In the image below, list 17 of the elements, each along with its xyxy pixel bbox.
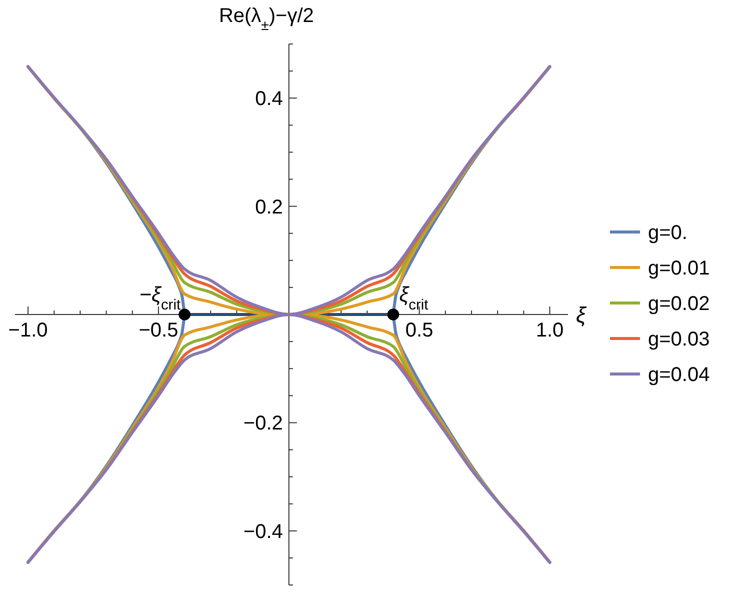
x-tick-label: 1.0 xyxy=(536,320,564,342)
legend-label: g=0.01 xyxy=(648,258,710,280)
x-tick-label: −1.0 xyxy=(8,320,48,342)
annotation: −ξ$_{crit}$ xyxy=(139,284,181,314)
x-axis-title: ξ xyxy=(576,302,587,328)
legend-label: g=0. xyxy=(648,222,688,244)
legend-label: g=0.03 xyxy=(648,328,710,350)
legend-label: g=0.02 xyxy=(648,293,710,315)
x-tick-label: 0.5 xyxy=(405,320,434,342)
y-tick-label: 0.2 xyxy=(255,196,283,218)
y-tick-label: 0.4 xyxy=(255,88,283,110)
y-axis-title: Re(λ$_{±}$)−γ/2 xyxy=(218,5,314,33)
x-tick-label: −0.5 xyxy=(138,320,178,342)
annotation: ξ$_{crit}$ xyxy=(399,284,428,314)
y-tick-label: −0.2 xyxy=(243,412,283,435)
y-tick-label: −0.4 xyxy=(243,520,283,543)
legend-label: g=0.04 xyxy=(648,364,710,386)
